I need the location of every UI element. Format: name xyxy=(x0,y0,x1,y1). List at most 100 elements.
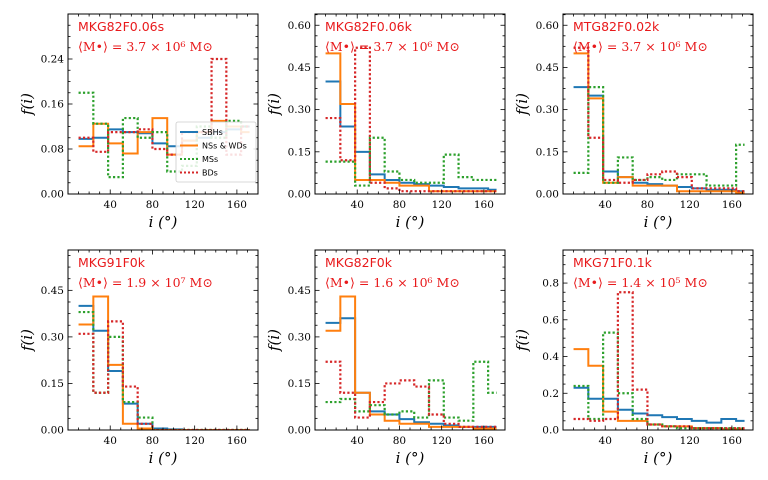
series-mss xyxy=(325,136,497,187)
y-tick-label: 0.30 xyxy=(288,104,311,116)
series-sbhs xyxy=(573,386,745,424)
x-tick-label: 80 xyxy=(641,435,654,447)
x-tick-label: 80 xyxy=(146,199,159,211)
series-mss xyxy=(573,331,745,430)
x-axis-label: i (°) xyxy=(149,213,178,231)
x-tick-label: 160 xyxy=(227,199,247,211)
y-tick-label: 0.8 xyxy=(542,278,559,290)
y-tick-label: 0.45 xyxy=(288,285,311,297)
y-tick-label: 0.00 xyxy=(288,189,311,201)
x-tick-label: 40 xyxy=(599,435,612,447)
x-tick-label: 120 xyxy=(680,199,700,211)
x-tick-label: 80 xyxy=(393,435,406,447)
bh-mass-label: ⟨M•⟩ = 1.4 × 10⁵ M⊙ xyxy=(573,275,708,290)
y-tick-label: 0.30 xyxy=(41,331,64,343)
x-tick-label: 160 xyxy=(722,199,742,211)
panel-1: 40 80 120 160 0.00 0.08 0.16 0.24 i (°) f(i) MKG82… xyxy=(18,13,259,231)
y-tick-label: 0.00 xyxy=(41,425,64,437)
y-tick-label: 0.15 xyxy=(41,378,64,390)
x-tick-label: 120 xyxy=(680,435,700,447)
series-bds xyxy=(78,320,250,430)
y-tick-label: 0.60 xyxy=(288,20,311,32)
y-tick-label: 0.30 xyxy=(288,331,311,343)
panel-2: 40 80 120 160 0.00 0.15 0.30 0.45 0.60 i (°) f(i) M… xyxy=(265,13,506,231)
legend: SBHs NSs & WDs MSs BDs xyxy=(175,121,257,183)
plot-area xyxy=(78,295,250,430)
x-tick-label: 120 xyxy=(432,199,452,211)
series-sbhs xyxy=(325,80,497,191)
series-mss xyxy=(325,360,497,422)
series-bds xyxy=(573,291,745,430)
panel-title: MKG82F0.06s xyxy=(78,19,164,34)
panel-4: 40 80 120 160 0.00 0.15 0.30 0.45 i (°) f(i) MKG91… xyxy=(18,249,259,467)
legend-label: NSs & WDs xyxy=(202,142,247,151)
y-tick-label: 0.24 xyxy=(41,54,65,66)
panel-6: 40 80 120 160 0.0 0.2 0.4 0.6 0.8 i (°) f(i) MKG71F… xyxy=(513,249,754,467)
x-axis-label: i (°) xyxy=(644,213,673,231)
y-tick-label: 0.45 xyxy=(41,285,64,297)
x-tick-label: 40 xyxy=(104,435,117,447)
series-nss-wds xyxy=(78,295,250,430)
x-tick-label: 40 xyxy=(351,199,364,211)
panel-title: MKG71F0.1k xyxy=(573,255,653,270)
y-tick-label: 0.60 xyxy=(536,20,559,32)
series-mss xyxy=(78,310,250,430)
x-tick-label: 160 xyxy=(474,199,494,211)
bh-mass-label: ⟨M•⟩ = 3.7 × 10⁶ M⊙ xyxy=(78,39,213,54)
series-bds xyxy=(573,46,745,193)
y-tick-label: 0.45 xyxy=(288,62,311,74)
x-axis-label: i (°) xyxy=(644,449,673,467)
plot-area xyxy=(573,46,745,194)
x-tick-label: 80 xyxy=(146,435,159,447)
series-bds xyxy=(325,46,497,193)
series-nss-wds xyxy=(325,52,497,193)
legend-label: MSs xyxy=(202,155,218,164)
x-tick-label: 120 xyxy=(432,435,452,447)
y-axis-label: f(i) xyxy=(18,329,36,352)
y-tick-label: 0.0 xyxy=(542,425,559,437)
x-tick-label: 120 xyxy=(185,199,205,211)
x-tick-label: 120 xyxy=(185,435,205,447)
panel-3: 40 80 120 160 0.00 0.15 0.30 0.45 0.60 i (°) f(i) M… xyxy=(513,13,754,231)
plot-area xyxy=(325,46,497,193)
y-tick-label: 0.16 xyxy=(41,99,65,111)
x-tick-label: 40 xyxy=(351,435,364,447)
series-nss-wds xyxy=(325,295,497,430)
series-mss xyxy=(573,86,745,187)
y-tick-label: 0.15 xyxy=(288,378,311,390)
plot-area xyxy=(325,295,497,430)
series-bds xyxy=(78,57,250,156)
bh-mass-label: ⟨M•⟩ = 3.7 × 10⁶ M⊙ xyxy=(573,39,708,54)
x-tick-label: 40 xyxy=(599,199,612,211)
x-axis-label: i (°) xyxy=(396,449,425,467)
y-tick-label: 0.00 xyxy=(41,189,64,201)
panel-title: MKG91F0k xyxy=(78,255,146,270)
bh-mass-label: ⟨M•⟩ = 3.7 × 10⁶ M⊙ xyxy=(325,39,460,54)
series-sbhs xyxy=(78,304,250,430)
x-tick-label: 160 xyxy=(722,435,742,447)
y-axis-label: f(i) xyxy=(513,329,531,352)
y-axis-label: f(i) xyxy=(265,329,283,352)
panel-title: MKG82F0k xyxy=(325,255,393,270)
y-tick-label: 0.30 xyxy=(536,104,559,116)
x-axis-label: i (°) xyxy=(396,213,425,231)
legend-label: SBHs xyxy=(202,128,223,137)
series-bds xyxy=(325,360,497,428)
y-tick-label: 0.2 xyxy=(542,388,559,400)
y-tick-label: 0.6 xyxy=(542,314,559,326)
y-axis-label: f(i) xyxy=(265,93,283,116)
y-tick-label: 0.00 xyxy=(536,189,559,201)
panel-title: MKG82F0.06k xyxy=(325,19,413,34)
y-tick-label: 0.15 xyxy=(536,146,559,158)
series-nss-wds xyxy=(573,52,745,194)
y-axis-label: f(i) xyxy=(18,93,36,116)
x-tick-label: 160 xyxy=(227,435,247,447)
y-tick-label: 0.08 xyxy=(41,144,64,156)
x-tick-label: 80 xyxy=(393,199,406,211)
y-tick-label: 0.45 xyxy=(536,62,559,74)
x-axis-label: i (°) xyxy=(149,449,178,467)
y-tick-label: 0.15 xyxy=(288,146,311,158)
x-tick-label: 160 xyxy=(474,435,494,447)
bh-mass-label: ⟨M•⟩ = 1.6 × 10⁶ M⊙ xyxy=(325,275,460,290)
